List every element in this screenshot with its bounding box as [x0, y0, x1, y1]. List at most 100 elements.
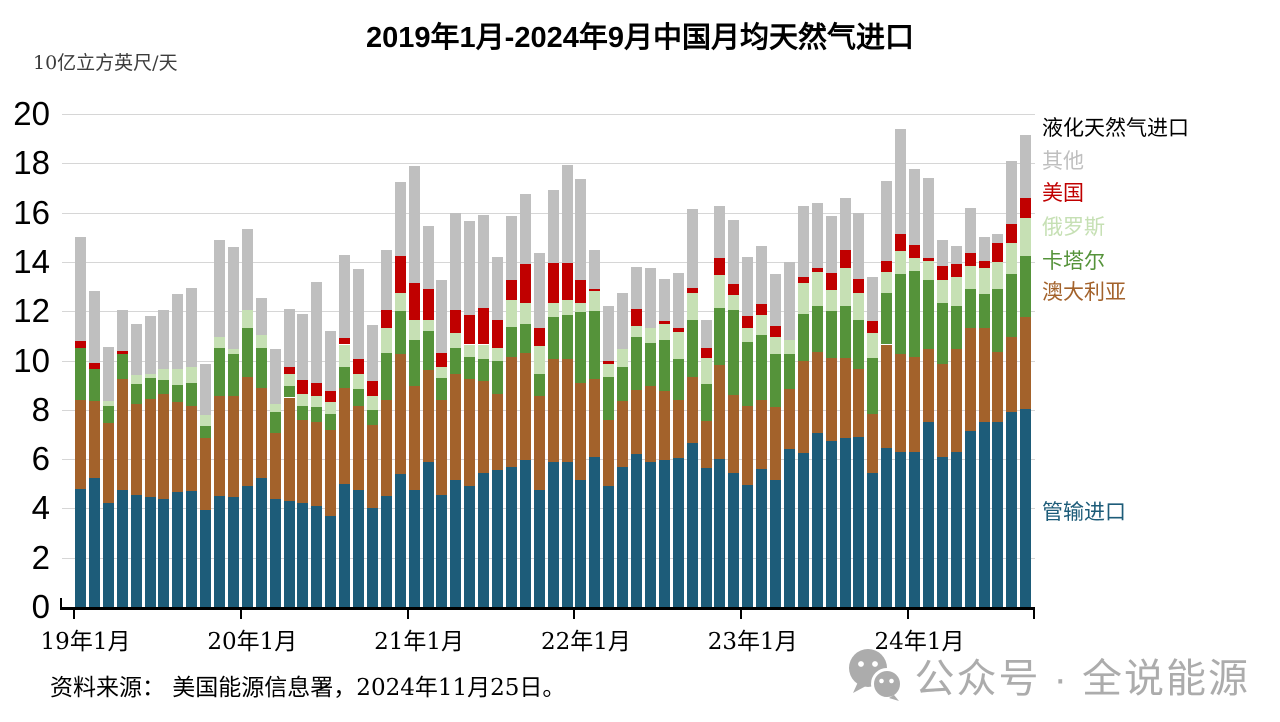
bar-segment-pipeline: [116, 489, 128, 607]
bar-segment-australia: [964, 328, 976, 431]
bar-segment-australia: [311, 422, 323, 506]
y-axis-label: 14: [13, 242, 50, 280]
bar-segment-russia: [172, 369, 184, 386]
bar-segment-pipeline: [825, 440, 837, 607]
bar-segment-usa: [839, 249, 851, 269]
bar-segment-qatar: [269, 412, 281, 434]
bar-segment-pipeline: [130, 494, 142, 607]
bar-segment-russia: [714, 275, 726, 308]
bar-segment-russia: [158, 369, 170, 381]
bar-segment-pipeline: [686, 443, 698, 607]
bar-segment-australia: [186, 406, 198, 492]
bar-segment-russia: [631, 326, 642, 338]
bar-segment-other: [811, 202, 823, 269]
bar-segment-pipeline: [964, 430, 976, 607]
y-axis-label: 2: [31, 538, 50, 576]
x-axis-label: 19年1月: [40, 629, 131, 655]
bar-segment-qatar: [464, 356, 476, 379]
bar-segment-usa: [492, 319, 503, 349]
bar-segment-other: [436, 280, 448, 354]
bar-segment-australia: [770, 407, 781, 481]
bar-segment-australia: [881, 344, 893, 449]
bar-segment-usa: [478, 307, 490, 345]
bar-segment-qatar: [811, 306, 823, 352]
bar-segment-other: [130, 323, 142, 376]
bar-segment-usa: [825, 273, 837, 291]
bar-segment-usa: [992, 243, 1004, 262]
bar-segment-other: [450, 212, 462, 310]
bar-segment-pipeline: [88, 477, 100, 607]
bar-segment-other: [186, 287, 198, 367]
bar-segment-qatar: [603, 376, 615, 420]
bar-segment-qatar: [102, 406, 114, 424]
bar-segment-russia: [380, 328, 392, 354]
bar-segment-other: [589, 249, 601, 290]
bar-segment-other: [547, 190, 559, 264]
bar-segment-other: [978, 237, 990, 261]
bar-segment-russia: [394, 292, 406, 312]
bar-segment-australia: [297, 419, 309, 504]
bar-segment-qatar: [700, 383, 712, 421]
bar-segment-other: [700, 319, 712, 349]
bar-segment-australia: [895, 354, 907, 452]
bar-segment-usa: [909, 244, 920, 259]
bar-segment-qatar: [728, 309, 740, 396]
bar-segment-other: [839, 197, 851, 250]
bar-segment-australia: [728, 395, 740, 473]
bar-segment-other: [922, 178, 934, 259]
bar-segment-other: [714, 206, 726, 259]
bar-segment-pipeline: [311, 505, 323, 607]
bar-segment-australia: [922, 349, 934, 423]
bar-segment-qatar: [394, 311, 406, 355]
bar-segment-pipeline: [505, 466, 517, 607]
bar-segment-other: [464, 221, 476, 315]
bar-segment-russia: [464, 344, 476, 357]
bar-segment-usa: [797, 276, 809, 283]
bar-segment-russia: [742, 328, 754, 343]
bar-segment-other: [575, 179, 587, 281]
y-axis-label: 12: [13, 292, 50, 330]
bar-segment-russia: [283, 374, 295, 387]
bar-segment-pipeline: [853, 436, 865, 607]
bar-segment-australia: [561, 359, 573, 462]
bar-segment-pipeline: [617, 466, 629, 607]
y-axis-label: 20: [13, 95, 50, 132]
bar-segment-pipeline: [644, 461, 656, 607]
bar-segment-australia: [492, 393, 503, 471]
bar-segment-pipeline: [519, 460, 531, 607]
bar-segment-russia: [797, 282, 809, 314]
bar-segment-pipeline: [909, 451, 920, 607]
bar-segment-usa: [603, 360, 615, 365]
bar-segment-usa: [436, 353, 448, 367]
bar-segment-australia: [756, 399, 768, 469]
bar-segment-qatar: [325, 413, 337, 430]
bar-segment-australia: [631, 390, 642, 455]
x-axis-label: 20年1月: [207, 629, 298, 655]
bar-segment-qatar: [950, 306, 962, 350]
grid-line: [62, 163, 1035, 165]
bar-segment-australia: [200, 438, 212, 510]
bar-segment-pipeline: [436, 494, 448, 607]
bar-segment-pipeline: [783, 449, 795, 607]
bar-segment-russia: [311, 396, 323, 408]
bar-segment-other: [297, 313, 309, 381]
bar-segment-other: [783, 261, 795, 340]
bar-segment-australia: [1006, 337, 1018, 413]
y-axis-label: 16: [13, 193, 50, 231]
bar-segment-qatar: [992, 289, 1004, 352]
bar-segment-other: [241, 228, 253, 310]
bar-segment-other: [227, 247, 239, 350]
bar-segment-usa: [533, 328, 545, 346]
bar-segment-russia: [339, 344, 351, 367]
bar-segment-usa: [547, 263, 559, 303]
bar-segment-russia: [436, 366, 448, 378]
bar-segment-russia: [867, 333, 879, 359]
bar-segment-pipeline: [700, 467, 712, 607]
bar-segment-other: [478, 215, 490, 308]
bar-segment-australia: [575, 382, 587, 481]
bar-segment-other: [1006, 160, 1018, 224]
bar-segment-usa: [978, 260, 990, 269]
bar-segment-qatar: [366, 409, 378, 425]
bar-segment-pipeline: [881, 448, 893, 607]
